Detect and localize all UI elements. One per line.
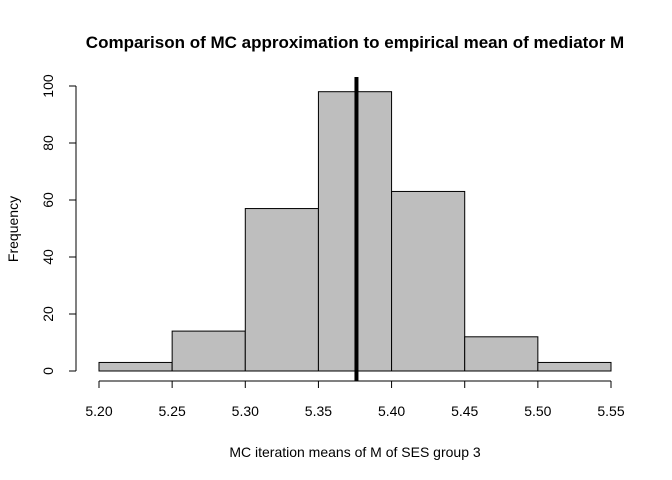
x-tick-label-0: 5.20: [85, 403, 112, 419]
y-tick-label-1: 20: [40, 306, 56, 322]
y-tick-label-2: 40: [40, 249, 56, 265]
x-tick-label-4: 5.40: [378, 403, 405, 419]
x-tick-label-6: 5.50: [524, 403, 551, 419]
histogram-bar-4: [391, 190, 466, 372]
x-tick-label-7: 5.55: [597, 403, 624, 419]
y-tick-label-3: 60: [40, 192, 56, 208]
y-tick-label-0: 0: [40, 367, 56, 375]
x-tick-label-5: 5.45: [451, 403, 478, 419]
x-tick-label-2: 5.30: [232, 403, 259, 419]
x-axis: 5.20 5.25 5.30 5.35 5.40 5.45 5.50 5.55: [85, 380, 625, 419]
y-tick-label-4: 80: [40, 135, 56, 151]
histogram-bar-2: [244, 208, 319, 372]
histogram-bar-1: [171, 330, 246, 372]
y-axis: 0 20 40 60 80 100: [40, 74, 77, 375]
y-tick-label-5: 100: [40, 74, 56, 98]
histogram-bar-0: [98, 361, 173, 372]
histogram-bar-6: [537, 361, 612, 372]
y-axis-label: Frequency: [5, 196, 21, 262]
histogram-bar-5: [464, 336, 539, 372]
bars-group: [98, 91, 612, 372]
x-tick-label-3: 5.35: [305, 403, 332, 419]
chart-title: Comparison of MC approximation to empiri…: [86, 33, 624, 52]
x-axis-label: MC iteration means of M of SES group 3: [229, 444, 481, 460]
x-tick-label-1: 5.25: [159, 403, 186, 419]
